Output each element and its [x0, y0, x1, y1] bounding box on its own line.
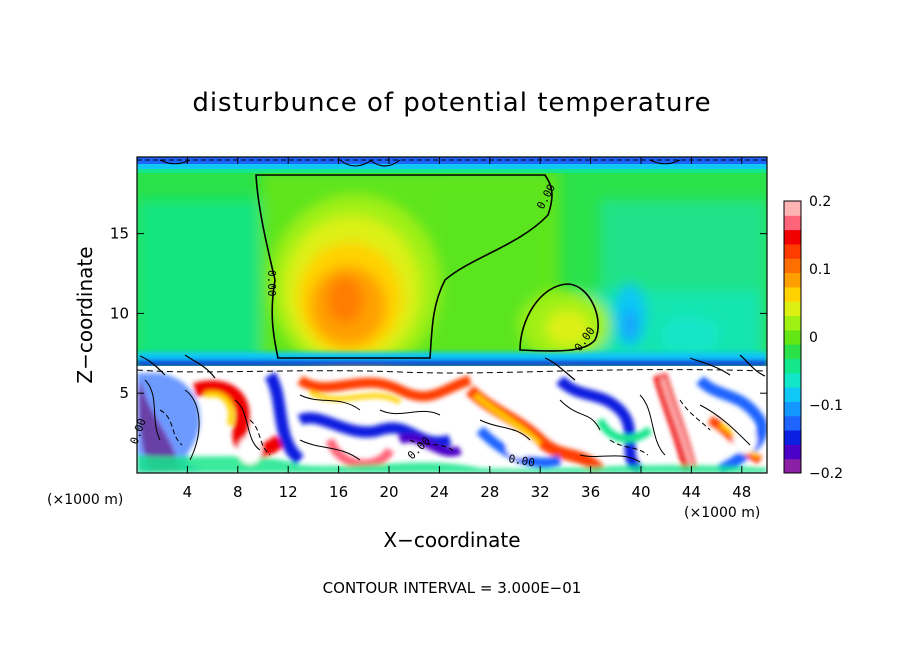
colorbar-tick-label: 0.1	[809, 262, 831, 278]
colorbar-swatch	[784, 301, 801, 317]
y-axis-label: Z−coordinate	[73, 246, 97, 383]
y-tick-label: 5	[119, 384, 129, 402]
y-tick-label: 10	[110, 304, 129, 322]
x-tick-label: 8	[233, 483, 243, 501]
x-tick-label: 40	[631, 483, 650, 501]
colorbar-swatch	[784, 415, 801, 431]
x-tick-label: 16	[329, 483, 348, 501]
contour-label: 0.00	[507, 452, 535, 469]
colorbar-swatch	[784, 344, 801, 359]
colorbar-swatch	[784, 329, 801, 345]
colorbar-swatch	[784, 272, 801, 288]
colorbar-swatch	[784, 229, 801, 245]
upper-field-structures	[137, 170, 767, 375]
colorbar-swatch	[784, 372, 801, 388]
colorbar	[783, 200, 802, 474]
colorbar-tick-label: 0	[809, 330, 818, 346]
contour-interval-text: CONTOUR INTERVAL = 3.000E−01	[323, 579, 582, 597]
x-tick-label: 28	[480, 483, 499, 501]
colorbar-frame	[783, 200, 802, 474]
colorbar-swatch	[784, 258, 801, 274]
x-axis-ticks: 4 8 12 16 20 24 28 32 36 40 44 48	[183, 157, 751, 501]
colorbar-swatch	[784, 215, 801, 231]
x-tick-label: 44	[682, 483, 701, 501]
y-tick-label: 15	[110, 225, 129, 243]
colorbar-swatch	[784, 401, 801, 417]
plot-area	[137, 157, 767, 473]
chart-title: disturbunce of potential temperature	[192, 88, 711, 118]
colorbar-swatch	[784, 243, 801, 259]
colorbar-swatch	[784, 387, 801, 402]
x-tick-label: 24	[430, 483, 449, 501]
x-tick-label: 48	[732, 483, 751, 501]
colorbar-swatch	[784, 444, 801, 460]
plot-frame	[136, 156, 768, 474]
x-tick-label: 20	[379, 483, 398, 501]
colorbar-ticks: 0.2 0.1 0 −0.1 −0.2	[809, 194, 843, 482]
colorbar-swatch	[784, 286, 801, 302]
colorbar-swatch	[784, 201, 801, 216]
x-tick-label: 36	[581, 483, 600, 501]
y-axis-ticks: 5 10 15	[110, 225, 767, 402]
zero-contour-secondary	[519, 283, 599, 352]
colorbar-swatch	[784, 430, 801, 445]
contour-lines	[137, 159, 767, 463]
x-axis-label: X−coordinate	[383, 528, 520, 552]
contour-label: 0.00	[265, 270, 278, 297]
x-tick-label: 12	[279, 483, 298, 501]
colorbar-tick-label: 0.2	[809, 194, 831, 210]
interface-band	[137, 352, 767, 366]
colorbar-tick-label: −0.2	[809, 466, 843, 482]
zero-contour-main	[255, 174, 553, 359]
x-tick-label: 4	[183, 483, 193, 501]
x-unit-label-right: (×1000 m)	[684, 505, 760, 521]
x-unit-label-left: (×1000 m)	[47, 492, 123, 508]
colorbar-swatch	[784, 315, 801, 331]
x-tick-label: 32	[531, 483, 550, 501]
turbulent-eddies	[137, 371, 767, 473]
colorbar-tick-label: −0.1	[809, 398, 843, 414]
colorbar-swatch	[784, 458, 801, 474]
colorbar-swatch	[784, 358, 801, 374]
